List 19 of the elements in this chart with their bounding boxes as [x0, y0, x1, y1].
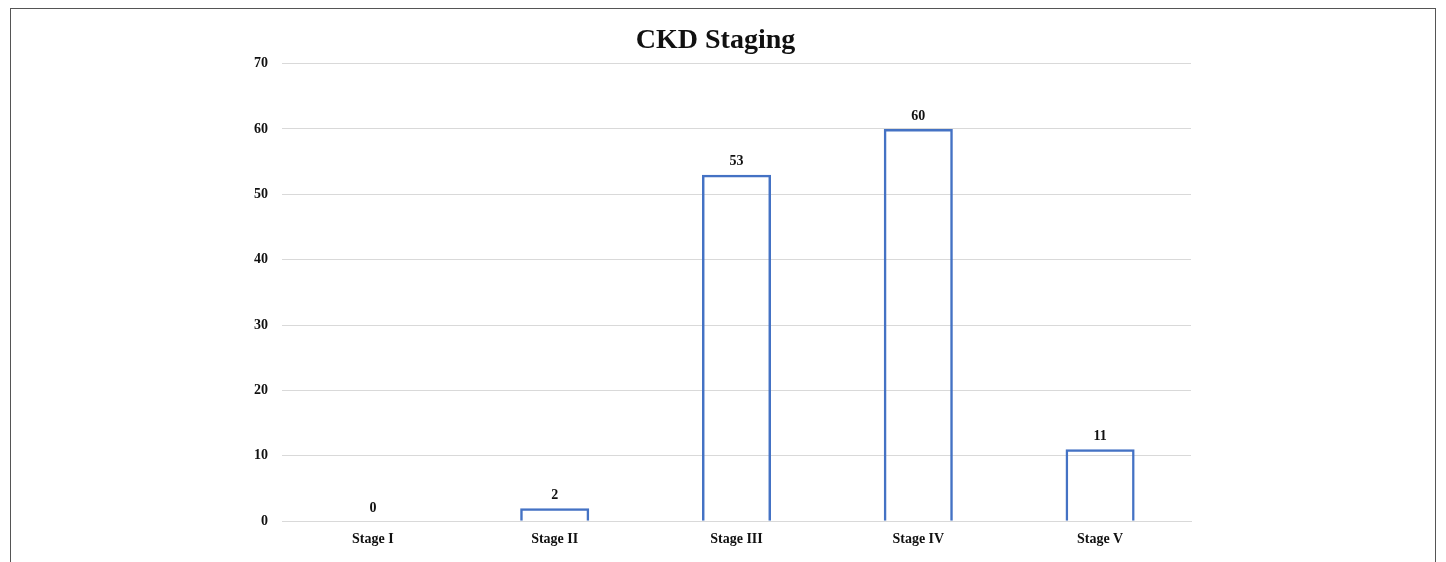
- data-label: 60: [911, 107, 926, 123]
- data-label: 0: [369, 499, 377, 515]
- y-tick-label: 50: [254, 185, 268, 201]
- y-tick-label: 20: [254, 382, 268, 398]
- y-tick-label: 30: [254, 316, 268, 332]
- y-tick-label: 70: [254, 55, 268, 71]
- y-tick-label: 10: [254, 447, 268, 463]
- x-tick-label: Stage V: [1077, 531, 1124, 547]
- data-label: 53: [729, 153, 744, 169]
- data-label: 11: [1093, 427, 1107, 443]
- x-tick-label: Stage III: [710, 531, 763, 547]
- x-tick-label: Stage I: [352, 531, 394, 547]
- x-tick-label: Stage IV: [892, 531, 945, 547]
- y-tick-label: 0: [261, 512, 268, 528]
- chart-title: CKD Staging: [635, 23, 796, 55]
- data-label: 2: [551, 486, 559, 502]
- y-tick-label: 40: [254, 251, 268, 267]
- x-tick-label: Stage II: [531, 531, 579, 547]
- y-tick-label: 60: [254, 120, 268, 136]
